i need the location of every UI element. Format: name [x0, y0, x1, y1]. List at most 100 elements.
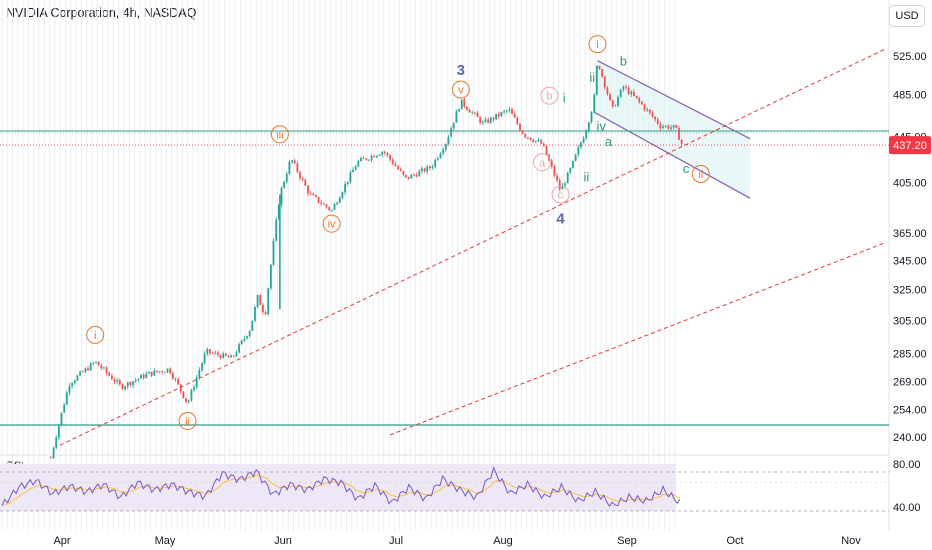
candle-body: [426, 166, 429, 172]
candle-body: [434, 159, 437, 167]
candle-body: [140, 374, 142, 379]
candle-body: [489, 117, 492, 123]
candle-body: [137, 378, 140, 380]
candle-body: [283, 181, 286, 188]
time-tick-label: Jul: [389, 535, 403, 547]
candle-body: [216, 352, 219, 356]
candle-body: [214, 352, 217, 354]
candle-body: [617, 97, 619, 106]
candle-body: [564, 183, 566, 186]
wave-label: iii: [589, 70, 598, 85]
candle-body: [304, 179, 307, 186]
candle-body: [169, 368, 172, 374]
candle-body: [638, 98, 641, 102]
candle-body: [431, 166, 434, 169]
candle-body: [68, 385, 71, 393]
candle-body: [370, 155, 373, 160]
candle-body: [436, 158, 439, 160]
candle-body: [166, 368, 169, 373]
candle-body: [476, 112, 479, 118]
candle-body: [561, 185, 564, 190]
candle-body: [505, 110, 508, 112]
candle-body: [156, 370, 158, 372]
candle-body: [277, 204, 280, 220]
rsi-tick-label: 80.00: [893, 459, 921, 471]
candle-body: [89, 363, 92, 371]
candle-body: [317, 196, 320, 203]
price-tick-label: 240.00: [893, 432, 927, 444]
candle-body: [73, 380, 76, 384]
time-tick-label: Sep: [617, 535, 637, 547]
candle-body: [103, 367, 105, 369]
candle-body: [447, 136, 450, 144]
candle-body: [230, 355, 233, 358]
candle-body: [315, 195, 317, 197]
candle-body: [246, 336, 248, 339]
candle-body: [87, 368, 89, 371]
candle-body: [516, 117, 519, 124]
candle-body: [224, 353, 227, 356]
candle-body: [346, 181, 349, 184]
candle-body: [163, 372, 166, 373]
wave-label: iv: [328, 219, 336, 231]
candle-body: [672, 125, 675, 128]
wave-label-circle: [691, 164, 710, 183]
candle-body: [248, 330, 251, 337]
candle-body: [439, 153, 442, 159]
candle-body: [659, 124, 662, 129]
candle-body: [421, 168, 423, 172]
wave-label: ii: [698, 169, 703, 181]
candle-body: [595, 65, 598, 95]
candle-body: [296, 163, 299, 172]
candle-body: [232, 355, 235, 357]
candle-body: [100, 365, 103, 369]
candle-body: [381, 151, 384, 155]
candle-body: [678, 128, 680, 140]
wave-label: i: [596, 39, 598, 51]
price-tick-label: 485.00: [893, 90, 927, 102]
candle-body: [503, 111, 505, 113]
candle-body: [574, 154, 577, 161]
candle-body: [259, 295, 262, 305]
candle-body: [108, 372, 111, 376]
price-tick-label: 525.00: [893, 51, 927, 63]
candle-body: [322, 203, 325, 205]
wave-label: ii: [583, 169, 589, 184]
channel-fill: [593, 60, 750, 199]
candle-body: [481, 121, 484, 123]
candle-body: [590, 111, 593, 123]
candle-body: [495, 113, 498, 120]
candle-body: [201, 363, 203, 371]
candle-body: [344, 183, 346, 193]
candle-body: [529, 137, 532, 140]
candle-body: [664, 125, 667, 127]
candle-body: [537, 140, 540, 142]
candle-body: [397, 166, 399, 170]
candle-body: [198, 370, 201, 378]
candle-body: [134, 379, 137, 382]
candle-body: [349, 172, 352, 182]
time-tick-label: Aug: [493, 535, 513, 547]
candle-body: [580, 142, 582, 148]
rsi-line: [1, 465, 681, 508]
wave-label-circle: [322, 214, 341, 233]
candle-body: [293, 160, 296, 164]
candle-body: [680, 139, 683, 144]
price-tick-label: 269.00: [893, 376, 927, 388]
candle-body: [407, 176, 410, 179]
wave-label-circle: [451, 80, 470, 99]
candle-body: [394, 164, 397, 167]
wave-label: c: [683, 161, 690, 176]
time-tick-label: Oct: [726, 535, 743, 547]
candle-body: [542, 143, 545, 147]
wave-label: iv: [596, 119, 606, 134]
candle-body: [524, 134, 527, 138]
candle-body: [577, 147, 580, 155]
candle-body: [325, 204, 328, 208]
wave-label: iii: [276, 129, 283, 141]
candle-body: [667, 125, 670, 129]
candle-body: [203, 353, 206, 364]
wave-label: i: [563, 91, 566, 106]
candle-body: [95, 361, 97, 363]
